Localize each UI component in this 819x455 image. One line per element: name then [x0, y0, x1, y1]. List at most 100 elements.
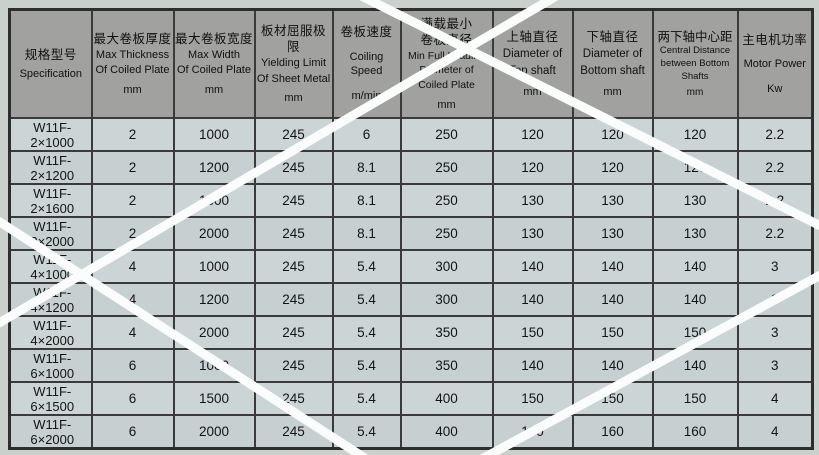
header-line: mm	[204, 83, 224, 96]
value-cell: 8.1	[331, 183, 402, 218]
value-cell: 250	[399, 150, 494, 185]
value-cell: 130	[571, 183, 654, 218]
model-cell: W11F-4×2000	[8, 315, 93, 350]
value-cell: 130	[651, 183, 739, 218]
value-cell: 130	[651, 216, 739, 251]
model-cell: W11F-2×1600	[8, 183, 93, 218]
value-cell: 5.4	[331, 381, 402, 416]
header-line: Of Coiled Plate	[177, 64, 251, 77]
header-line: 两下轴中心距	[657, 29, 733, 44]
header-line: Diameter of	[582, 47, 643, 60]
header-line: 主电机功率	[742, 32, 808, 47]
value-cell: 1500	[172, 381, 256, 416]
value-cell: 5.4	[331, 282, 402, 317]
value-cell: 245	[253, 282, 334, 317]
value-cell: 4	[736, 381, 814, 416]
value-cell: 120	[571, 150, 654, 185]
value-cell: 2000	[172, 216, 256, 251]
value-cell: 300	[399, 249, 494, 284]
header-line: Specification	[19, 67, 82, 80]
column-header-8: 下轴直径 Diameter of Bottom shaft mm	[571, 8, 654, 119]
value-cell: 6	[90, 348, 175, 383]
value-cell: 150	[491, 315, 574, 350]
value-cell: 250	[399, 216, 494, 251]
header-line: Yielding Limit	[260, 57, 326, 70]
table-row: W11F-4×2000 4 2000 245 5.4 350 150 150 150 3	[8, 315, 814, 350]
value-cell: 1000	[172, 117, 256, 152]
value-cell: 8.1	[331, 150, 402, 185]
header-line: Of Coiled Plate	[95, 64, 170, 77]
value-cell: 140	[651, 249, 739, 284]
column-header-2: 最大卷板厚度 Max Thickness Of Coiled Plate mm	[90, 8, 175, 119]
value-cell: 140	[491, 348, 574, 383]
column-header-1: 规格型号 Specification	[8, 8, 93, 119]
column-header-4: 板材屈服极限 Yielding Limit Of Sheet Metal mm	[253, 8, 334, 119]
value-cell: 245	[253, 249, 334, 284]
header-line: mm	[686, 87, 704, 99]
value-cell: 250	[399, 117, 494, 152]
header-line: mm	[123, 83, 142, 96]
value-cell: 2.2	[736, 150, 814, 185]
value-cell: 140	[491, 249, 574, 284]
value-cell: 250	[399, 183, 494, 218]
value-cell: 3	[736, 249, 814, 284]
column-header-9: 两下轴中心距 Central Distance between Bottom Shaf…	[651, 8, 739, 119]
value-cell: 130	[491, 183, 574, 218]
header-line: Of Sheet Metal	[256, 72, 331, 85]
model-cell: W11F-6×1500	[8, 381, 93, 416]
value-cell: 140	[491, 282, 574, 317]
spec-table-body: W11F-2×1000 2 1000 245 6 250 120 120 120 2.2 W11F-…	[8, 117, 814, 450]
value-cell: 4	[90, 249, 175, 284]
value-cell: 245	[253, 348, 334, 383]
value-cell: 8.1	[331, 216, 402, 251]
value-cell: 130	[491, 216, 574, 251]
value-cell: 1000	[172, 249, 256, 284]
value-cell: 350	[399, 315, 494, 350]
header-line: 下轴直径	[586, 29, 639, 44]
value-cell: 3	[736, 348, 814, 383]
value-cell: 2.2	[736, 216, 814, 251]
value-cell: 350	[399, 348, 494, 383]
header-line: mm	[284, 91, 303, 104]
model-cell: W11F-2×1200	[8, 150, 93, 185]
header-line: Diameter of	[502, 47, 563, 60]
value-cell: 130	[571, 216, 654, 251]
model-cell: W11F-6×1000	[8, 348, 93, 383]
value-cell: 120	[491, 117, 574, 152]
header-line: Central Distance	[659, 44, 731, 56]
value-cell: 150	[491, 381, 574, 416]
header-line: 最大卷板厚度	[93, 31, 172, 46]
header-row: 规格型号 Specification 最大卷板厚度 Max Thickness Of C…	[8, 8, 814, 119]
table-row: W11F-6×1500 6 1500 245 5.4 400 150 150 150 4	[8, 381, 814, 416]
value-cell: 6	[90, 381, 175, 416]
value-cell: 245	[253, 183, 334, 218]
value-cell: 5.4	[331, 348, 402, 383]
value-cell: 300	[399, 282, 494, 317]
header-line: Max Width	[188, 49, 240, 62]
value-cell: 120	[491, 150, 574, 185]
value-cell: 6	[90, 414, 175, 450]
machine-spec-table: 规格型号 Specification 最大卷板厚度 Max Thickness Of C…	[8, 8, 814, 450]
value-cell: 150	[651, 381, 739, 416]
value-cell: 245	[253, 216, 334, 251]
model-cell: W11F-6×2000	[8, 414, 93, 450]
value-cell: 400	[399, 414, 494, 450]
value-cell: 160	[571, 414, 654, 450]
header-line: 规格型号	[24, 47, 77, 62]
value-cell: 2.2	[736, 117, 814, 152]
value-cell: 2	[90, 150, 175, 185]
value-cell: 2	[90, 117, 175, 152]
model-cell: W11F-2×1000	[8, 117, 93, 152]
header-line: 上轴直径	[506, 29, 559, 44]
value-cell: 140	[651, 282, 739, 317]
header-line: Kw	[767, 83, 783, 96]
header-line: Bottom shaft	[580, 65, 645, 78]
value-cell: 140	[571, 249, 654, 284]
column-header-10: 主电机功率 Motor Power Kw	[736, 8, 814, 119]
value-cell: 5.4	[331, 315, 402, 350]
value-cell: 400	[399, 381, 494, 416]
